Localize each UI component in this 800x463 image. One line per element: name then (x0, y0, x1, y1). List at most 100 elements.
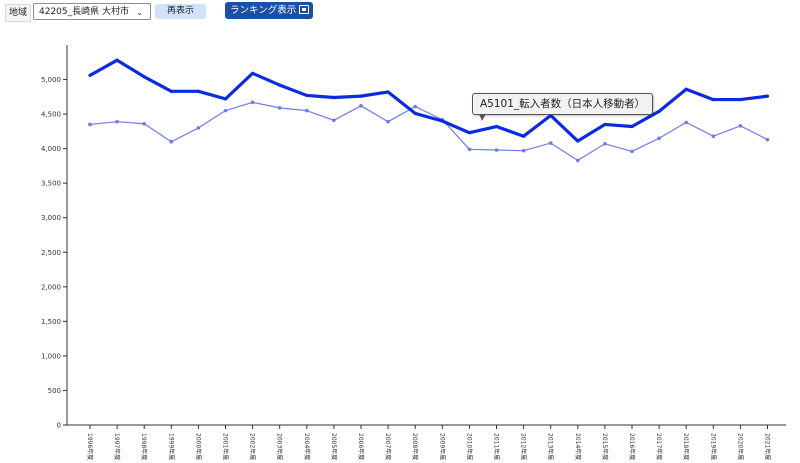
series-point-secondary[interactable] (684, 120, 688, 125)
y-tick-label: 4,000 (41, 145, 61, 153)
x-tick-label: 2019年度 (709, 433, 717, 460)
series-point-primary[interactable] (738, 97, 743, 102)
y-tick-label: 3,500 (41, 180, 61, 188)
ranking-button[interactable]: ランキング表示 (225, 2, 314, 19)
series-point-secondary[interactable] (521, 148, 526, 153)
series-point-secondary[interactable] (250, 100, 255, 105)
new-window-icon (299, 5, 310, 14)
x-tick-label: 2021年度 (764, 433, 772, 460)
series-line-primary[interactable] (89, 58, 768, 143)
series-point-secondary[interactable] (494, 148, 499, 152)
series-point-secondary[interactable] (88, 122, 92, 127)
series-point-secondary[interactable] (115, 119, 119, 124)
series-point-secondary[interactable] (196, 126, 201, 130)
series-point-primary[interactable] (603, 122, 607, 127)
series-point-secondary[interactable] (765, 137, 770, 142)
series-point-primary[interactable] (684, 87, 688, 91)
series-point-secondary[interactable] (277, 106, 282, 110)
x-tick-label: 2008年度 (411, 433, 419, 460)
series-point-primary[interactable] (576, 139, 580, 143)
series-point-secondary[interactable] (332, 118, 336, 123)
x-tick-label: 2006年度 (357, 433, 365, 460)
series-point-primary[interactable] (494, 124, 499, 129)
x-axis: 1996年度 1997年度 1998年度 1999年度 2000年度 2001年度 2002… (67, 424, 786, 460)
x-tick-label: 2014年度 (574, 433, 582, 460)
series-point-secondary[interactable] (467, 147, 472, 152)
y-tick-label: 2,500 (41, 249, 61, 257)
x-tick-label: 2020年度 (736, 433, 744, 460)
x-tick-label: 2010年度 (465, 433, 473, 460)
series-point-secondary[interactable] (576, 158, 580, 163)
series-point-primary[interactable] (196, 89, 200, 93)
y-tick-label: 1,500 (41, 318, 61, 326)
series-point-primary[interactable] (467, 131, 471, 135)
series-point-primary[interactable] (386, 90, 390, 94)
x-tick-label: 2004年度 (303, 433, 311, 460)
series-point-secondary[interactable] (359, 104, 363, 108)
toolbar: 地域 42205_長崎県 大村市 ⌄ 再表示 ランキング表示 (0, 0, 800, 24)
series-point-secondary[interactable] (386, 119, 390, 124)
series-point-secondary[interactable] (169, 139, 174, 144)
x-tick-label: 2015年度 (601, 433, 609, 460)
series-tooltip: A5101_転入者数（日本人移動者） (472, 93, 654, 115)
series-point-primary[interactable] (142, 75, 146, 79)
x-tick-label: 1999年度 (167, 433, 175, 460)
series-point-secondary[interactable] (657, 136, 661, 141)
x-tick-label: 1997年度 (113, 433, 121, 460)
y-axis: 0 500 1,000 1,500 2,000 2,500 3,000 3,500 4,000 4… (41, 45, 68, 430)
series-point-primary[interactable] (88, 73, 92, 77)
y-tick-label: 1,000 (41, 352, 61, 360)
series-point-secondary[interactable] (548, 141, 553, 145)
series-point-primary[interactable] (711, 97, 715, 102)
series-point-secondary[interactable] (142, 121, 146, 126)
x-tick-label: 1996年度 (86, 433, 94, 460)
y-tick-label: 3,000 (41, 214, 61, 222)
x-tick-label: 2012年度 (520, 433, 528, 460)
series-point-primary[interactable] (765, 94, 770, 98)
y-tick-label: 500 (48, 387, 61, 395)
x-tick-label: 2011年度 (493, 433, 501, 460)
x-tick-label: 2000年度 (194, 433, 202, 460)
series-point-secondary[interactable] (630, 149, 634, 154)
y-tick-label: 2,000 (41, 283, 61, 291)
series-point-primary[interactable] (251, 71, 255, 75)
x-tick-label: 2003年度 (276, 433, 284, 460)
x-tick-label: 2013年度 (547, 433, 555, 460)
series-point-secondary[interactable] (603, 142, 607, 146)
series-point-secondary[interactable] (223, 108, 228, 113)
y-tick-label: 0 (57, 422, 61, 430)
series-point-primary[interactable] (332, 95, 336, 100)
region-select-value: 42205_長崎県 大村市 (39, 7, 129, 17)
series-point-primary[interactable] (169, 89, 173, 93)
series-point-primary[interactable] (657, 109, 661, 113)
x-tick-label: 2007年度 (384, 433, 392, 460)
series-point-secondary[interactable] (413, 104, 418, 109)
series-line-secondary[interactable] (89, 101, 768, 161)
series-point-primary[interactable] (522, 134, 526, 138)
series-point-primary[interactable] (413, 111, 417, 115)
series-point-secondary[interactable] (738, 124, 743, 128)
series-point-secondary[interactable] (305, 108, 309, 113)
series-point-primary[interactable] (359, 94, 363, 98)
x-tick-label: 2001年度 (222, 433, 230, 460)
x-tick-label: 2018年度 (682, 433, 690, 460)
y-tick-label: 4,500 (41, 111, 61, 119)
series-point-secondary[interactable] (711, 134, 716, 138)
series-point-primary[interactable] (305, 93, 309, 98)
x-tick-label: 2002年度 (249, 433, 257, 460)
region-select[interactable]: 42205_長崎県 大村市 ⌄ (33, 3, 151, 20)
region-label: 地域 (5, 4, 32, 22)
y-tick-label: 5,000 (41, 76, 61, 84)
series-point-primary[interactable] (223, 97, 228, 101)
series-point-primary[interactable] (630, 124, 634, 129)
series-point-primary[interactable] (115, 58, 119, 62)
series-point-primary[interactable] (440, 119, 444, 123)
x-tick-label: 2016年度 (628, 433, 636, 460)
series-point-primary[interactable] (278, 83, 282, 87)
x-tick-label: 2005年度 (330, 433, 338, 460)
ranking-button-label: ランキング表示 (230, 5, 297, 16)
x-tick-label: 2009年度 (438, 433, 446, 460)
tooltip-pointer (479, 114, 486, 121)
redisplay-button[interactable]: 再表示 (155, 4, 206, 19)
x-tick-label: 1998年度 (140, 433, 148, 460)
